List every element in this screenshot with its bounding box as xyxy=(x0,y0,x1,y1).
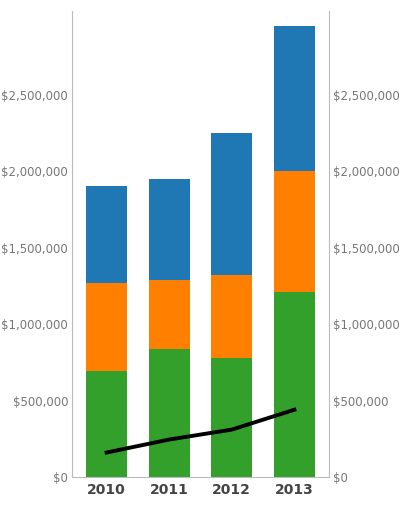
Bar xyxy=(211,358,252,477)
Bar xyxy=(211,133,252,275)
Bar xyxy=(149,349,190,477)
Bar xyxy=(86,372,127,477)
Bar xyxy=(211,275,252,358)
Bar xyxy=(86,187,127,283)
Bar xyxy=(149,179,190,280)
Bar xyxy=(274,26,315,171)
Bar xyxy=(86,283,127,372)
Bar xyxy=(274,292,315,477)
Bar xyxy=(149,280,190,349)
Bar xyxy=(274,171,315,292)
